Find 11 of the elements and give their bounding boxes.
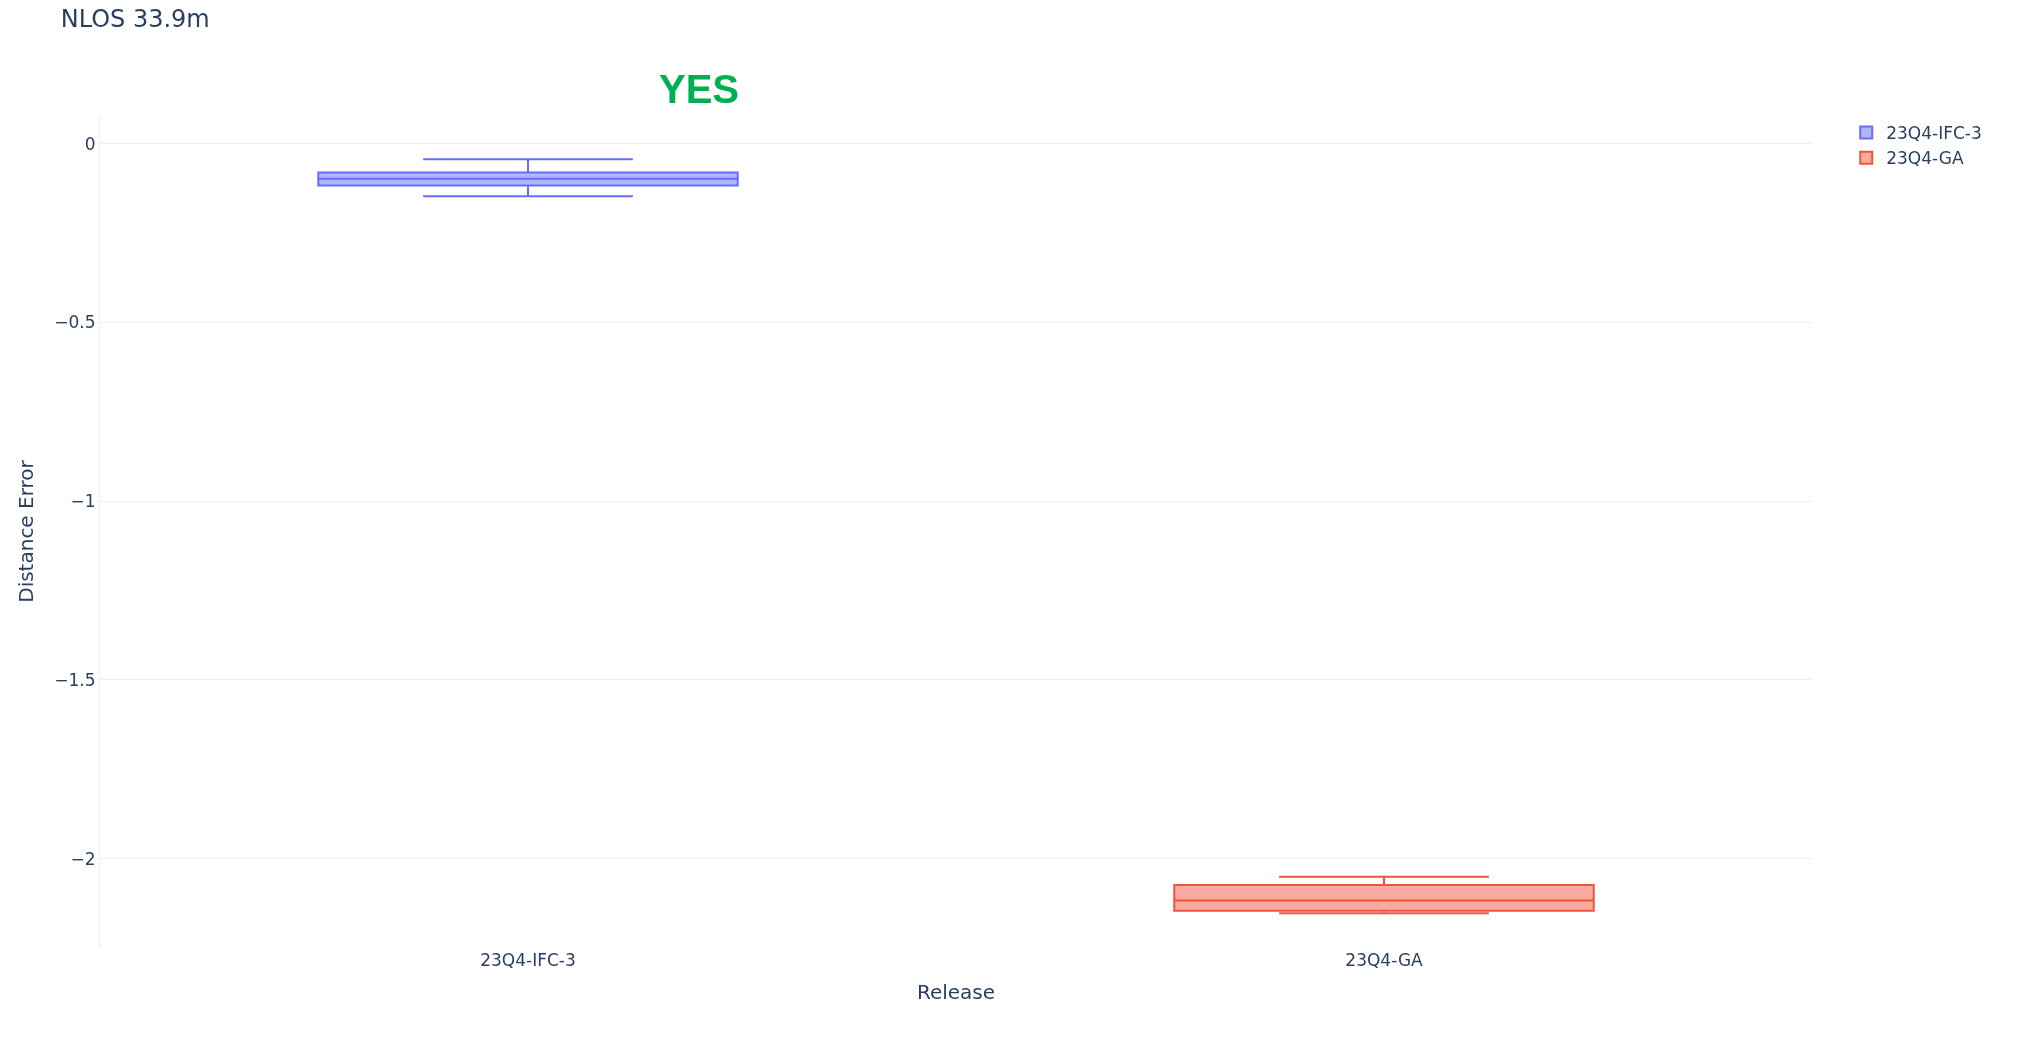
text: YES xyxy=(659,67,740,111)
legend-label: 23Q4-IFC-3 xyxy=(1886,123,1982,144)
legend-label: 23Q4-GA xyxy=(1886,148,1964,169)
y-tick-label: −1.5 xyxy=(54,669,96,690)
y-axis-title: Distance Error xyxy=(13,459,38,603)
y-tick-label: −2 xyxy=(70,848,96,869)
x-axis-title: Release xyxy=(916,979,996,1004)
y-tick-label: 0 xyxy=(84,133,96,154)
y-tick-label: −0.5 xyxy=(54,312,96,333)
chart-title: NLOS 33.9m xyxy=(60,5,210,34)
y-tick-label: −1 xyxy=(70,491,96,512)
